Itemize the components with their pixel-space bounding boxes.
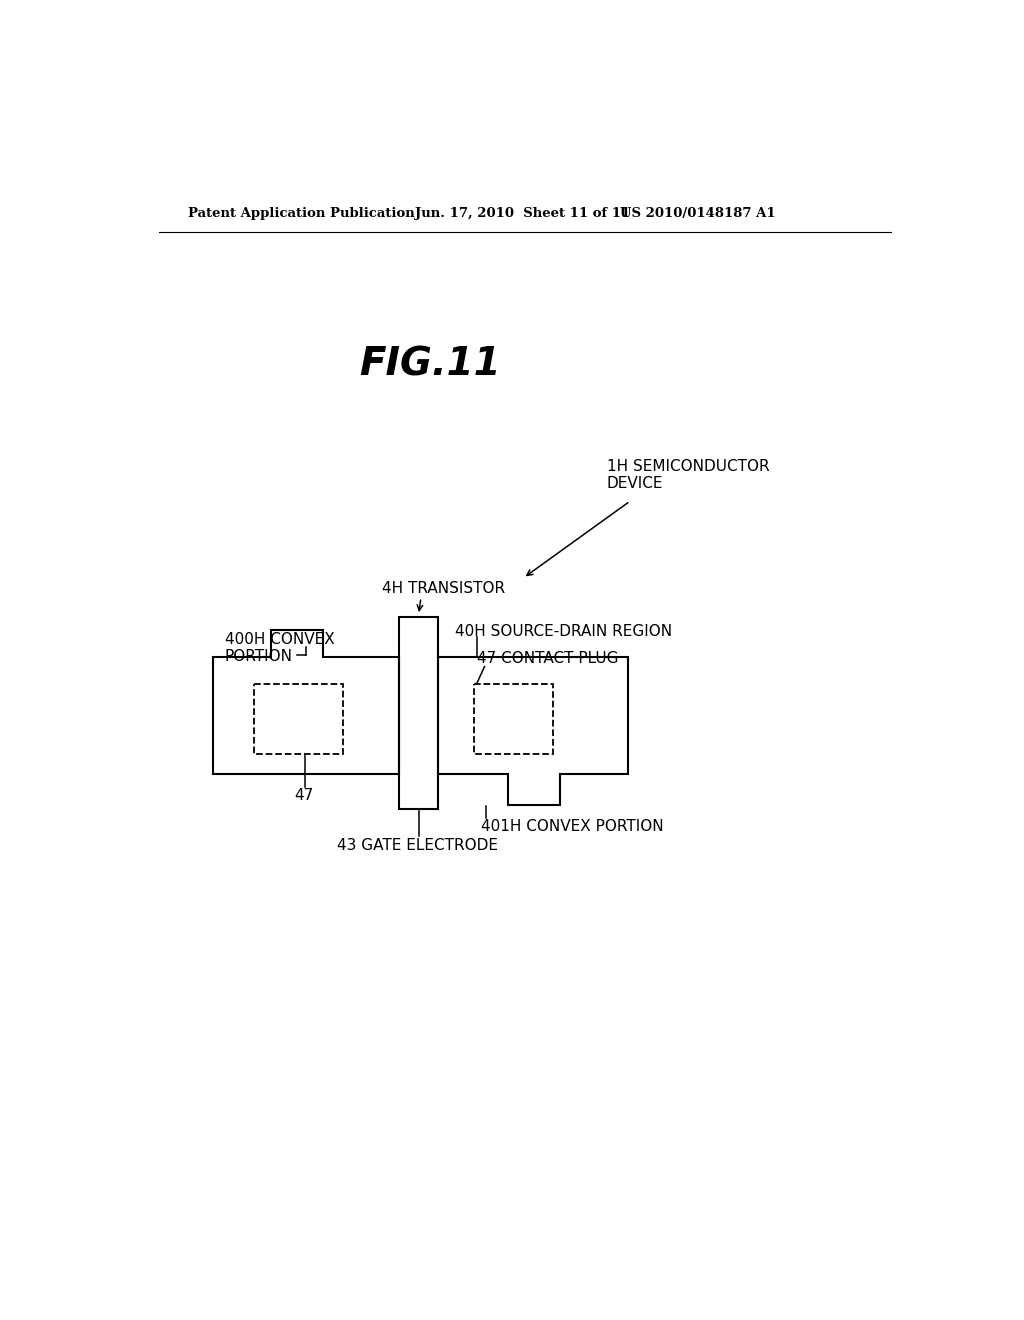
Text: 47: 47 (295, 788, 314, 804)
Text: FIG.11: FIG.11 (359, 346, 501, 384)
Text: 401H CONVEX PORTION: 401H CONVEX PORTION (480, 818, 664, 834)
Text: 4H TRANSISTOR: 4H TRANSISTOR (382, 581, 505, 595)
Text: 47 CONTACT PLUG: 47 CONTACT PLUG (477, 651, 618, 667)
Text: 43 GATE ELECTRODE: 43 GATE ELECTRODE (337, 837, 499, 853)
Text: 1H SEMICONDUCTOR
DEVICE: 1H SEMICONDUCTOR DEVICE (607, 459, 770, 491)
Text: 40H SOURCE-DRAIN REGION: 40H SOURCE-DRAIN REGION (455, 624, 672, 639)
Text: US 2010/0148187 A1: US 2010/0148187 A1 (621, 207, 776, 220)
Text: Patent Application Publication: Patent Application Publication (188, 207, 415, 220)
Text: 400H CONVEX
PORTION: 400H CONVEX PORTION (225, 632, 335, 664)
Text: Jun. 17, 2010  Sheet 11 of 11: Jun. 17, 2010 Sheet 11 of 11 (415, 207, 630, 220)
